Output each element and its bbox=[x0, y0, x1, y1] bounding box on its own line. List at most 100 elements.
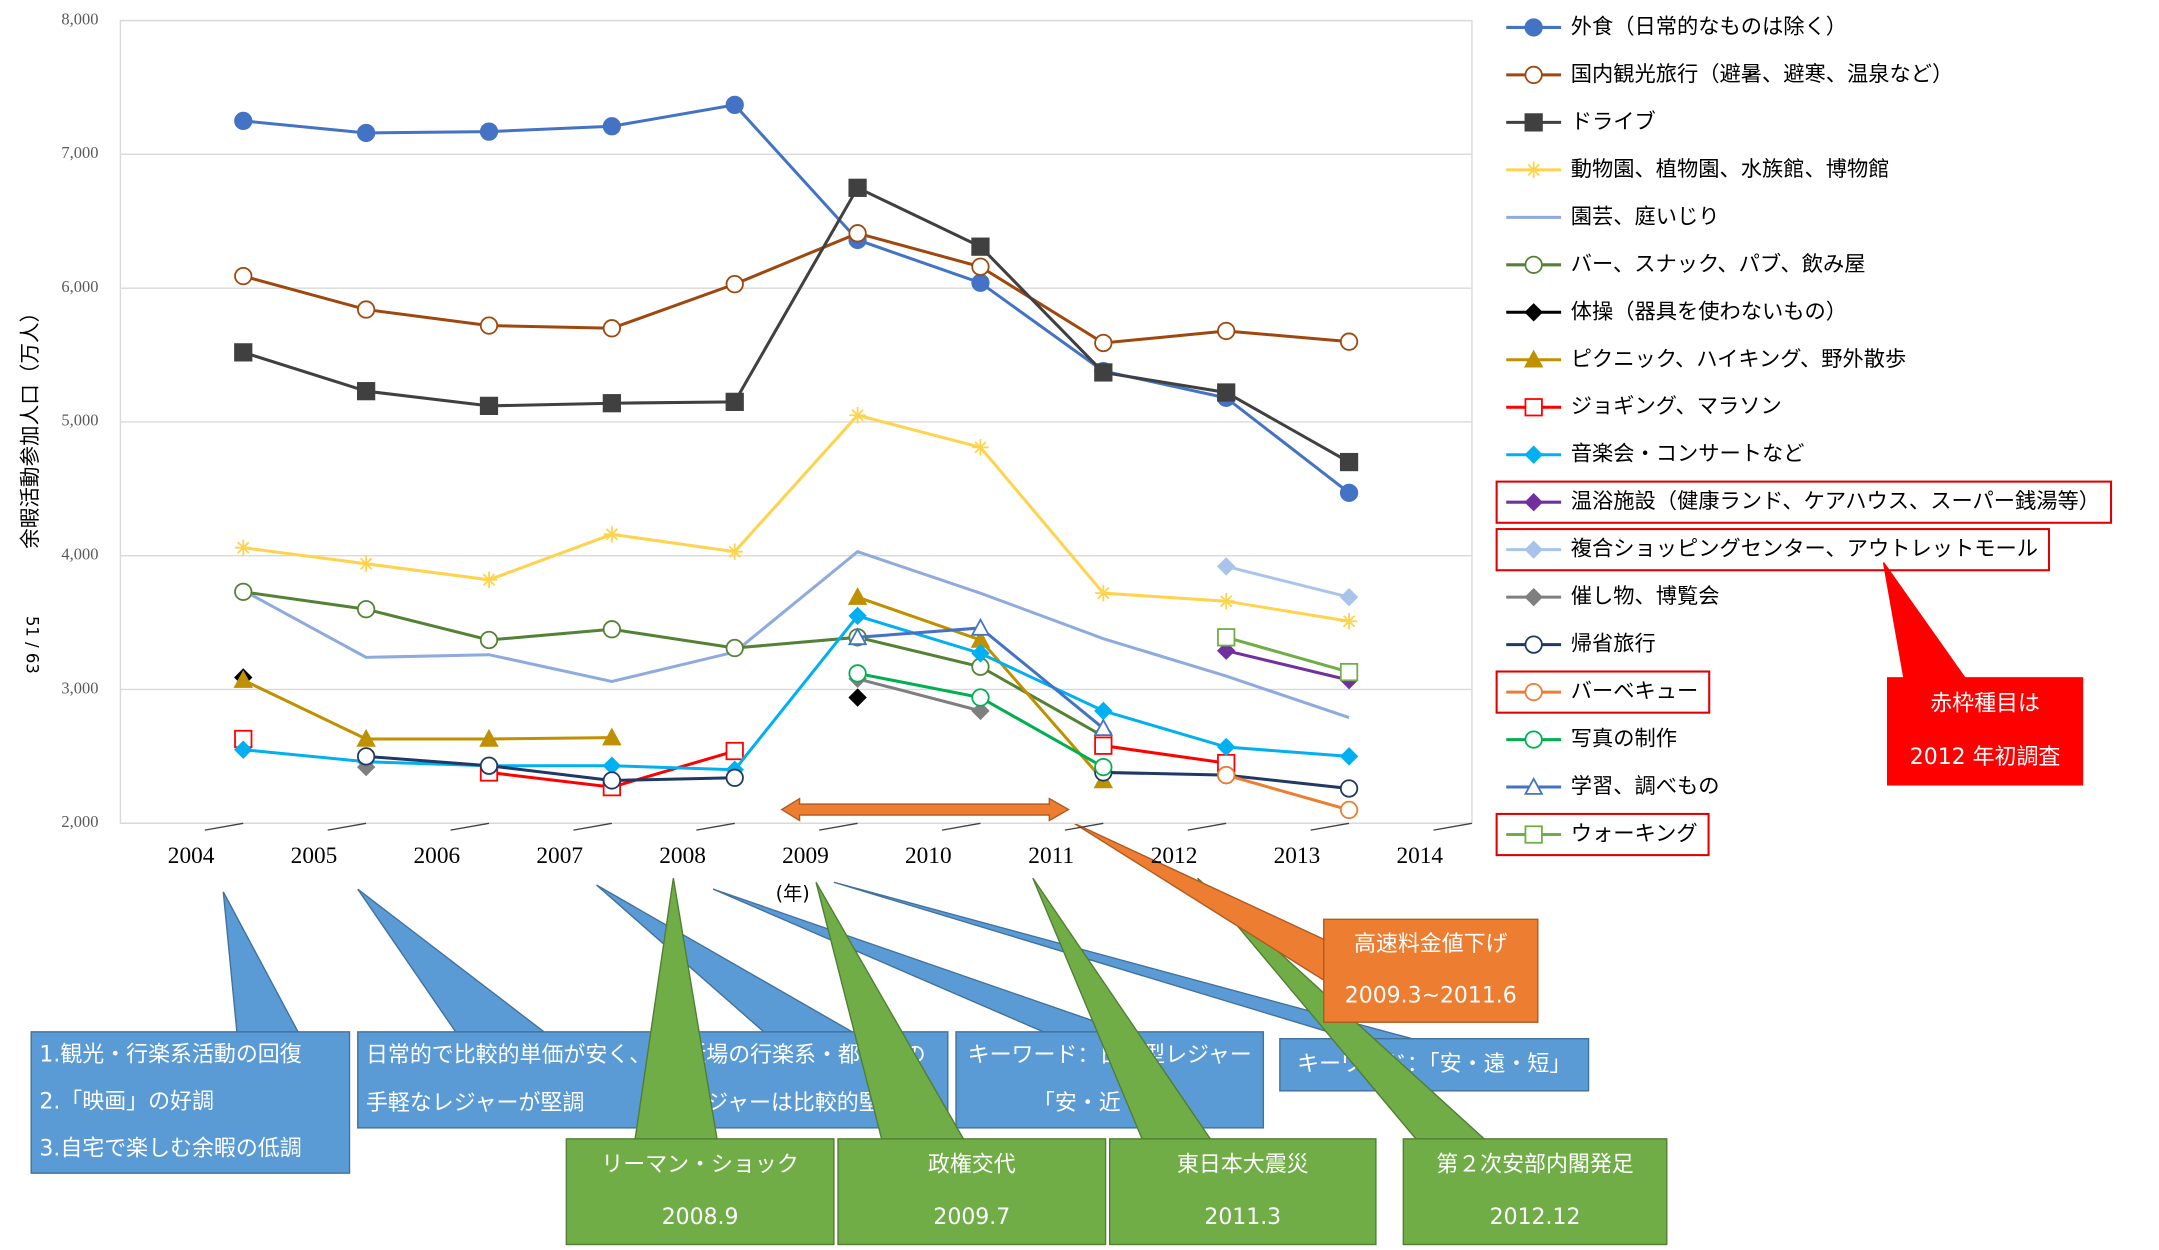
point bbox=[356, 600, 376, 619]
legend-label: ドライブ bbox=[1571, 109, 1656, 134]
point bbox=[479, 396, 499, 415]
callout: 東日本大震災 2011.3 bbox=[1032, 877, 1377, 1246]
series bbox=[1217, 765, 1359, 820]
legend-marker bbox=[1524, 540, 1543, 559]
y-tick-label: 4,000 bbox=[61, 544, 98, 563]
point bbox=[847, 587, 868, 605]
point bbox=[356, 382, 376, 401]
y-tick-label: 5,000 bbox=[61, 411, 98, 430]
legend-entry: バーベキュー bbox=[1495, 670, 1711, 714]
point bbox=[1339, 800, 1359, 820]
point bbox=[972, 439, 989, 456]
x-tick-mark bbox=[450, 822, 490, 831]
callout: 高速料金値下げ 2009.3~2011.6 bbox=[1073, 822, 1539, 1023]
point bbox=[479, 756, 499, 775]
series-line bbox=[242, 549, 1350, 720]
x-tick-mark bbox=[696, 822, 735, 831]
callout-box bbox=[1279, 1038, 1590, 1092]
legend-label: 写真の制作 bbox=[1571, 727, 1677, 752]
point bbox=[234, 343, 253, 362]
series bbox=[242, 549, 1350, 720]
legend-entry: ジョギング、マラソン bbox=[1506, 394, 1782, 419]
point bbox=[1217, 628, 1236, 647]
legend-label: 温浴施設（健康ランド、ケアハウス、スーパー銭湯等） bbox=[1571, 489, 2100, 514]
point bbox=[602, 771, 621, 790]
legend-label: 外食（日常的なものは除く） bbox=[1571, 14, 1847, 39]
legend-marker bbox=[1525, 161, 1542, 179]
x-tick-mark bbox=[327, 822, 367, 831]
point bbox=[603, 526, 621, 543]
series bbox=[234, 224, 1359, 353]
x-tick-label: 2011 bbox=[1028, 843, 1074, 869]
point bbox=[356, 300, 376, 319]
legend-entry: 催し物、博覧会 bbox=[1506, 584, 1719, 609]
series-line bbox=[243, 413, 1350, 623]
legend-label: 学習、調べもの bbox=[1571, 774, 1720, 799]
callout: リーマン・ショック 2008.9 bbox=[565, 878, 835, 1246]
series bbox=[234, 95, 1359, 502]
point bbox=[1339, 452, 1359, 472]
point bbox=[725, 768, 744, 787]
legend-highlight bbox=[1495, 528, 2051, 572]
callout: 赤枠種目は 2012 年初調査 bbox=[1882, 562, 2084, 786]
callout-text: 1.観光・行楽系活動の回復 bbox=[39, 1042, 301, 1067]
point bbox=[1217, 592, 1235, 610]
point bbox=[480, 571, 498, 589]
point bbox=[1094, 736, 1113, 755]
point bbox=[725, 392, 744, 411]
callout-box bbox=[1402, 1138, 1668, 1246]
legend-entry: 園芸、庭いじり bbox=[1506, 204, 1719, 229]
x-tick-mark bbox=[819, 822, 858, 831]
point bbox=[479, 122, 499, 141]
callout-text: 2009.3~2011.6 bbox=[1345, 984, 1517, 1009]
point bbox=[479, 630, 499, 650]
legend-marker bbox=[1524, 398, 1543, 417]
y-axis-title: 余暇活動参加人口（万人） bbox=[18, 302, 42, 549]
x-tick-label: 2012 bbox=[1151, 843, 1198, 869]
legend-marker bbox=[1524, 682, 1543, 702]
y-tick-label: 3,000 bbox=[61, 678, 98, 697]
callout-box bbox=[357, 1031, 664, 1129]
point bbox=[1339, 662, 1359, 682]
point bbox=[971, 688, 990, 707]
series bbox=[847, 617, 1114, 737]
point bbox=[726, 543, 743, 560]
callout-text: 第２次安部内閣発足 bbox=[1436, 1152, 1634, 1177]
legend-marker bbox=[1524, 492, 1543, 512]
point bbox=[479, 728, 499, 747]
legend-marker bbox=[1524, 303, 1543, 322]
series-line bbox=[1225, 773, 1350, 812]
point bbox=[1094, 363, 1113, 382]
x-tick-mark bbox=[573, 822, 612, 831]
point bbox=[233, 670, 253, 688]
y-tick-label: 6,000 bbox=[61, 277, 98, 296]
page-number: 51 / 63 bbox=[23, 616, 42, 674]
y-tick-label: 2,000 bbox=[61, 812, 98, 831]
series bbox=[235, 407, 1358, 630]
x-tick-label: 2013 bbox=[1274, 843, 1321, 869]
point bbox=[234, 111, 253, 131]
point bbox=[602, 319, 621, 338]
legend-label: バーベキュー bbox=[1571, 679, 1699, 704]
callout-box bbox=[565, 1138, 835, 1246]
legend-entry: ウォーキング bbox=[1495, 812, 1710, 857]
legend-entry: 温浴施設（健康ランド、ケアハウス、スーパー銭湯等） bbox=[1495, 480, 2113, 524]
series-line bbox=[1103, 744, 1227, 765]
point bbox=[1339, 587, 1359, 607]
x-tick-label: 2008 bbox=[659, 843, 706, 869]
series bbox=[234, 178, 1359, 472]
point bbox=[1094, 757, 1113, 777]
point bbox=[971, 257, 990, 276]
legend-label: ウォーキング bbox=[1571, 822, 1698, 847]
point bbox=[971, 273, 990, 292]
point bbox=[1339, 747, 1359, 766]
callout-text: 2.「映画」の好調 bbox=[39, 1089, 214, 1114]
x-tick-mark bbox=[204, 822, 244, 831]
point bbox=[1339, 332, 1359, 351]
point bbox=[1217, 765, 1236, 785]
callout-box bbox=[837, 1138, 1107, 1246]
legend-marker bbox=[1523, 776, 1544, 795]
callout-box bbox=[1886, 677, 2084, 786]
legend-label: 帰省旅行 bbox=[1571, 632, 1656, 657]
legend-marker bbox=[1524, 18, 1543, 37]
